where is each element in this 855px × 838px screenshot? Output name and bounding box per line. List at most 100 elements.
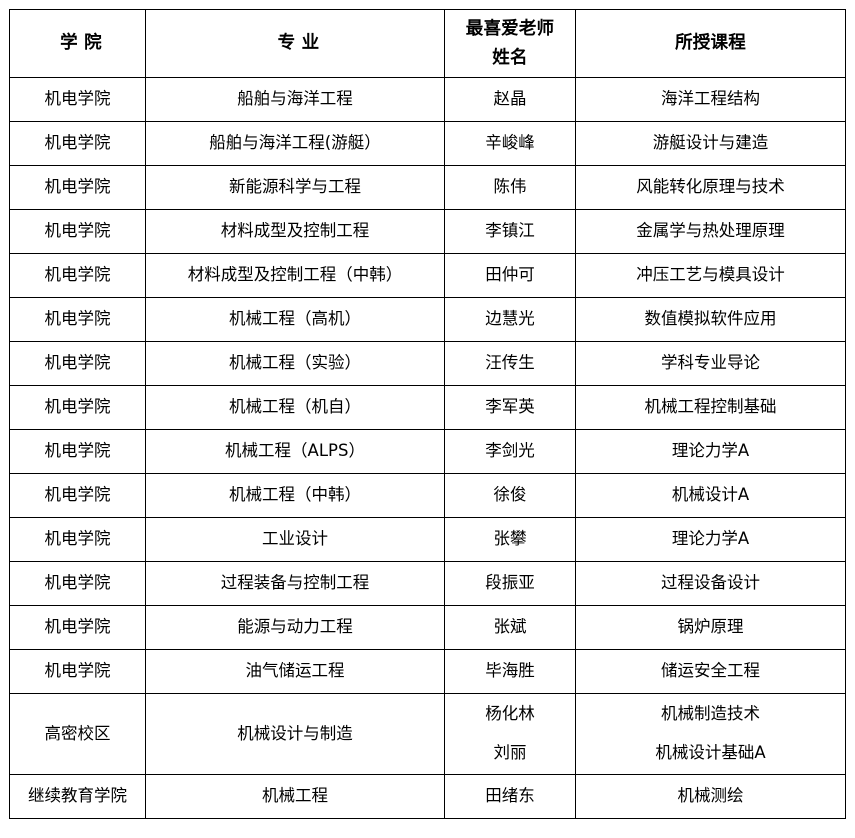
- cell-teacher: 陈伟: [444, 165, 576, 210]
- cell-line: 机械工程（机自）: [229, 397, 361, 417]
- cell-line: 机电学院: [44, 221, 111, 241]
- table-row: 继续教育学院 机械工程 田绪东 机械测绘: [9, 774, 846, 819]
- cell-major: 机械设计与制造: [145, 693, 445, 775]
- table-row: 机电学院 新能源科学与工程 陈伟 风能转化原理与技术: [9, 165, 846, 210]
- cell-course: 冲压工艺与模具设计: [575, 253, 846, 298]
- cell-line: 机械工程: [262, 786, 328, 806]
- cell-college: 机电学院: [9, 341, 146, 386]
- table-row: 机电学院 油气储运工程 毕海胜 储运安全工程: [9, 649, 846, 694]
- cell-line: 风能转化原理与技术: [636, 177, 785, 197]
- cell-major: 机械工程（中韩）: [145, 473, 445, 518]
- cell-major: 过程装备与控制工程: [145, 561, 445, 606]
- cell-line: 机电学院: [44, 133, 111, 153]
- cell-teacher: 李镇江: [444, 209, 576, 254]
- table-row: 机电学院 工业设计 张攀 理论力学A: [9, 517, 846, 562]
- cell-line: 储运安全工程: [661, 661, 760, 681]
- column-header-major: 专 业: [145, 9, 445, 78]
- cell-line: 锅炉原理: [677, 617, 744, 637]
- cell-line: 张攀: [493, 529, 527, 549]
- cell-line: 船舶与海洋工程(游艇）: [209, 133, 381, 153]
- cell-line: 赵晶: [493, 89, 527, 109]
- cell-line: 机械工程（实验）: [229, 353, 361, 373]
- cell-line: 过程设备设计: [661, 573, 760, 593]
- cell-line: 刘丽: [493, 743, 527, 762]
- cell-college: 机电学院: [9, 649, 146, 694]
- cell-line: 机电学院: [44, 89, 111, 109]
- cell-college: 机电学院: [9, 77, 146, 122]
- cell-college: 机电学院: [9, 253, 146, 298]
- cell-line: 陈伟: [493, 177, 527, 197]
- cell-course: 机械制造技术 机械设计基础A: [575, 693, 846, 775]
- cell-line: 游艇设计与建造: [652, 133, 769, 153]
- cell-line: 继续教育学院: [28, 786, 127, 806]
- table-row: 高密校区 机械设计与制造 杨化林 刘丽 机械制造技术 机械设计基础A: [9, 693, 846, 775]
- cell-course: 机械设计A: [575, 473, 846, 518]
- cell-course: 游艇设计与建造: [575, 121, 846, 166]
- cell-line: 机电学院: [44, 485, 111, 505]
- cell-teacher: 张攀: [444, 517, 576, 562]
- cell-major: 油气储运工程: [145, 649, 445, 694]
- cell-line: 机械设计A: [671, 485, 750, 505]
- cell-line: 机电学院: [44, 573, 111, 593]
- cell-teacher: 汪传生: [444, 341, 576, 386]
- column-header-line: 最喜爱老师: [465, 18, 555, 39]
- table-row: 机电学院 能源与动力工程 张斌 锅炉原理: [9, 605, 846, 650]
- cell-major: 机械工程（实验）: [145, 341, 445, 386]
- cell-line: 毕海胜: [485, 661, 535, 681]
- cell-line: 海洋工程结构: [661, 89, 760, 109]
- table-row: 机电学院 机械工程（中韩） 徐俊 机械设计A: [9, 473, 846, 518]
- cell-major: 工业设计: [145, 517, 445, 562]
- cell-line: 机械工程（高机）: [229, 309, 361, 329]
- table-row: 机电学院 过程装备与控制工程 段振亚 过程设备设计: [9, 561, 846, 606]
- cell-teacher: 杨化林 刘丽: [444, 693, 576, 775]
- cell-line: 徐俊: [493, 485, 527, 505]
- table-row: 机电学院 机械工程（ALPS） 李剑光 理论力学A: [9, 429, 846, 474]
- table-row: 机电学院 机械工程（实验） 汪传生 学科专业导论: [9, 341, 846, 386]
- cell-course: 理论力学A: [575, 429, 846, 474]
- table-row: 机电学院 机械工程（机自） 李军英 机械工程控制基础: [9, 385, 846, 430]
- cell-teacher: 徐俊: [444, 473, 576, 518]
- cell-line: 机电学院: [44, 265, 111, 285]
- cell-line: 机电学院: [44, 529, 111, 549]
- cell-course: 海洋工程结构: [575, 77, 846, 122]
- cell-line: 机械工程（中韩）: [229, 485, 361, 505]
- cell-college: 机电学院: [9, 517, 146, 562]
- cell-line: 理论力学A: [671, 529, 750, 549]
- cell-major: 机械工程（高机）: [145, 297, 445, 342]
- cell-line: 油气储运工程: [245, 661, 345, 681]
- cell-course: 金属学与热处理原理: [575, 209, 846, 254]
- cell-teacher: 段振亚: [444, 561, 576, 606]
- cell-line: 汪传生: [485, 353, 535, 373]
- cell-major: 机械工程（机自）: [145, 385, 445, 430]
- cell-line: 机械工程（ALPS）: [225, 441, 365, 461]
- cell-teacher: 张斌: [444, 605, 576, 650]
- cell-line: 辛峻峰: [485, 133, 535, 153]
- table-header: 学 院 专 业 最喜爱老师 姓名 所授课程: [9, 9, 846, 78]
- column-header-line: 所授课程: [675, 33, 746, 54]
- cell-college: 机电学院: [9, 121, 146, 166]
- cell-college: 机电学院: [9, 473, 146, 518]
- cell-major: 材料成型及控制工程: [145, 209, 445, 254]
- table-row: 机电学院 材料成型及控制工程 李镇江 金属学与热处理原理: [9, 209, 846, 254]
- cell-line: 段振亚: [485, 573, 535, 593]
- cell-course: 锅炉原理: [575, 605, 846, 650]
- cell-teacher: 田仲可: [444, 253, 576, 298]
- cell-course: 理论力学A: [575, 517, 846, 562]
- table-row: 机电学院 船舶与海洋工程 赵晶 海洋工程结构: [9, 77, 846, 122]
- cell-line: 机械工程控制基础: [644, 397, 777, 417]
- column-header-course: 所授课程: [575, 9, 846, 78]
- cell-teacher: 毕海胜: [444, 649, 576, 694]
- cell-teacher: 李军英: [444, 385, 576, 430]
- cell-teacher: 边慧光: [444, 297, 576, 342]
- cell-major: 新能源科学与工程: [145, 165, 445, 210]
- column-header-teacher: 最喜爱老师 姓名: [444, 9, 576, 78]
- cell-college: 机电学院: [9, 297, 146, 342]
- cell-college: 机电学院: [9, 165, 146, 210]
- cell-line: 材料成型及控制工程: [220, 221, 370, 241]
- cell-major: 机械工程: [145, 774, 445, 819]
- cell-teacher: 辛峻峰: [444, 121, 576, 166]
- cell-line: 理论力学A: [671, 441, 750, 461]
- cell-line: 机电学院: [44, 617, 111, 637]
- table-body: 机电学院 船舶与海洋工程 赵晶 海洋工程结构 机电学院 船舶与海洋工程(游艇） 辛峻峰 游艇设…: [9, 77, 846, 819]
